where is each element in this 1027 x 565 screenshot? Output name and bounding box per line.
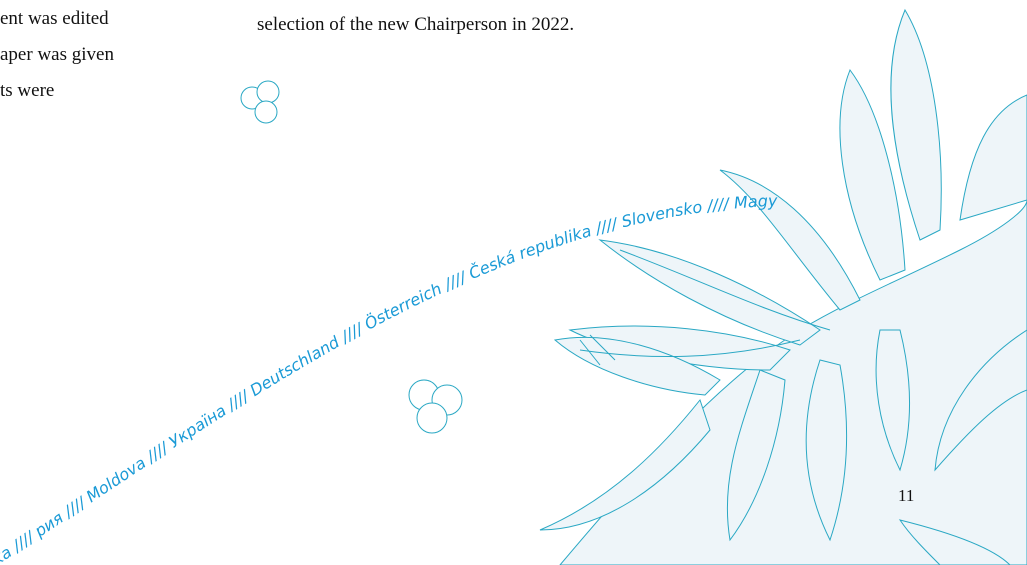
body-line: aper was given xyxy=(0,44,114,66)
body-line: selection of the new Chairperson in 2022… xyxy=(257,14,574,36)
body-line: ts were xyxy=(0,80,54,102)
decoration: ska //// рия //// Moldova //// Україна /… xyxy=(0,0,1027,565)
plant-illustration xyxy=(540,10,1027,565)
page: ska //// рия //// Moldova //// Україна /… xyxy=(0,0,1027,565)
page-number: 11 xyxy=(898,486,914,506)
body-line: ent was edited xyxy=(0,8,109,30)
